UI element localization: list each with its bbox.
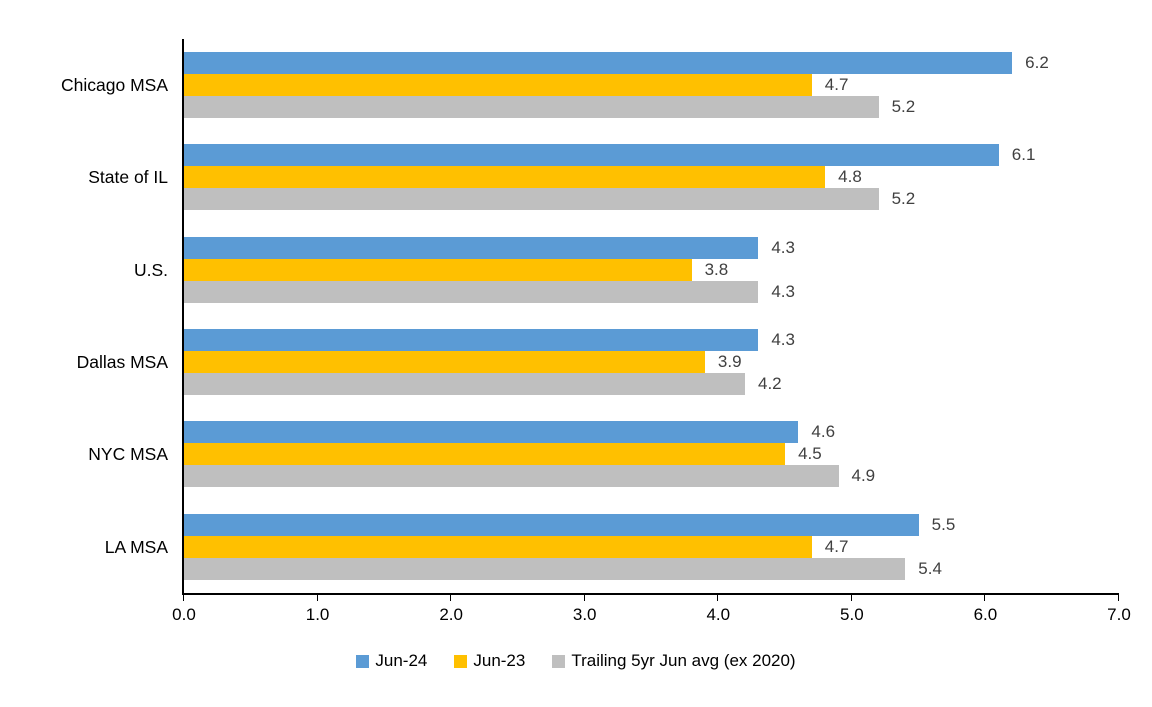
data-label: 4.9 [851,466,876,486]
data-label: 4.7 [824,536,849,556]
bar-jun-23 [184,535,812,558]
bar-jun-23 [184,351,705,373]
bar-trailing-5yr-jun-avg-ex-2020- [184,280,759,303]
legend-label: Trailing 5yr Jun avg (ex 2020) [571,651,796,670]
data-label: 4.6 [811,422,836,442]
legend-swatch-icon [552,654,566,668]
bar-trailing-5yr-jun-avg-ex-2020- [184,557,906,580]
data-label: 5.5 [931,514,956,534]
bar-line: 4.8 [184,166,1119,189]
bar-line: 5.5 [184,513,1119,536]
legend-swatch-icon [356,654,370,668]
data-label: 6.1 [1011,145,1036,165]
x-axis-tick-label: 4.0 [706,605,731,624]
legend-item: Jun-24 [356,651,427,671]
bar-line: 5.4 [184,557,1119,580]
bar-line: 5.2 [184,188,1119,211]
category-label: State of IL [88,167,168,188]
category-label: NYC MSA [88,444,168,465]
x-axis-tick [316,595,318,601]
bar-line: 3.8 [184,258,1119,281]
bar-line: 3.9 [184,351,1119,373]
bar-line: 4.2 [184,373,1119,395]
bar-line: 4.7 [184,535,1119,558]
data-label: 6.2 [1025,53,1049,72]
bar-jun-24 [184,144,999,167]
bar-group: 6.1 4.8 5.2 [184,144,1119,211]
bar-line: 5.2 [184,96,1119,118]
bar-jun-24 [184,513,919,536]
bar-line: 6.2 [184,52,1119,74]
category-axis: Chicago MSA State of IL U.S. Dallas MSA NYC … [0,39,168,595]
bar-line: 4.3 [184,329,1119,351]
x-axis-tick [583,595,585,601]
bar-group: 5.5 4.7 5.4 [184,513,1119,580]
category-label: U.S. [133,259,168,280]
bar-jun-23 [184,258,692,281]
x-axis-tick [1118,595,1119,601]
x-axis-tick [450,595,452,601]
data-label: 5.2 [891,189,916,209]
bar-line: 4.6 [184,421,1119,444]
bar-line: 4.3 [184,236,1119,259]
x-axis-tick-label: 2.0 [439,605,463,624]
bar-line: 4.5 [184,443,1119,466]
bar-jun-24 [184,52,1013,74]
category-label: Chicago MSA [61,75,168,95]
data-label: 4.3 [771,281,795,301]
bar-group: 6.2 4.7 5.2 [184,52,1119,118]
x-axis-tick [183,595,184,601]
bar-jun-23 [184,166,826,189]
bar-group: 4.3 3.9 4.2 [184,329,1119,395]
data-label: 4.5 [798,444,822,464]
bar-trailing-5yr-jun-avg-ex-2020- [184,373,745,395]
data-label: 3.9 [717,352,742,371]
x-axis-tick-label: 3.0 [572,605,597,624]
x-axis-tick-label: 1.0 [305,605,330,624]
bar-trailing-5yr-jun-avg-ex-2020- [184,96,879,118]
category-label: Dallas MSA [76,352,168,372]
x-axis-tick-label: 7.0 [1107,605,1131,624]
category-label: LA MSA [104,536,168,557]
legend-label: Jun-24 [375,651,428,670]
bar-jun-24 [184,329,759,351]
bar-trailing-5yr-jun-avg-ex-2020- [184,465,839,488]
data-label: 5.4 [918,558,942,578]
bar-jun-23 [184,443,786,466]
bar-jun-24 [184,421,799,444]
x-axis-tick [717,595,719,601]
x-axis-tick-label: 0.0 [172,605,196,624]
bar-line: 4.3 [184,280,1119,303]
legend: Jun-24 Jun-23 Trailing 5yr Jun avg (ex 202… [0,651,1152,671]
legend-label: Jun-23 [473,651,526,670]
data-label: 5.2 [891,97,916,116]
bar-jun-24 [184,236,759,259]
data-label: 4.2 [758,374,782,393]
bar-line: 6.1 [184,144,1119,167]
data-label: 4.8 [838,167,862,187]
bar-trailing-5yr-jun-avg-ex-2020- [184,188,879,211]
bar-line: 4.9 [184,465,1119,488]
data-label: 4.7 [824,75,849,94]
bar-jun-23 [184,74,812,96]
bar-line: 4.7 [184,74,1119,96]
x-axis-tick-label: 5.0 [840,605,864,624]
x-axis-tick [984,595,986,601]
x-axis-tick [850,595,852,601]
data-label: 4.3 [771,330,795,349]
bar-group: 4.6 4.5 4.9 [184,421,1119,488]
legend-swatch-icon [454,654,468,668]
legend-item: Trailing 5yr Jun avg (ex 2020) [552,651,796,671]
x-axis-tick-label: 6.0 [973,605,998,624]
bar-group: 4.3 3.8 4.3 [184,236,1119,303]
legend-item: Jun-23 [454,651,525,671]
data-label: 4.3 [771,237,795,257]
data-label: 3.8 [704,259,729,279]
plot-area: 6.2 4.7 5.2 6.1 4.8 5.2 4.3 3.8 4.3 4.3 3.9 4.2 4.6 4… [172,39,1131,624]
